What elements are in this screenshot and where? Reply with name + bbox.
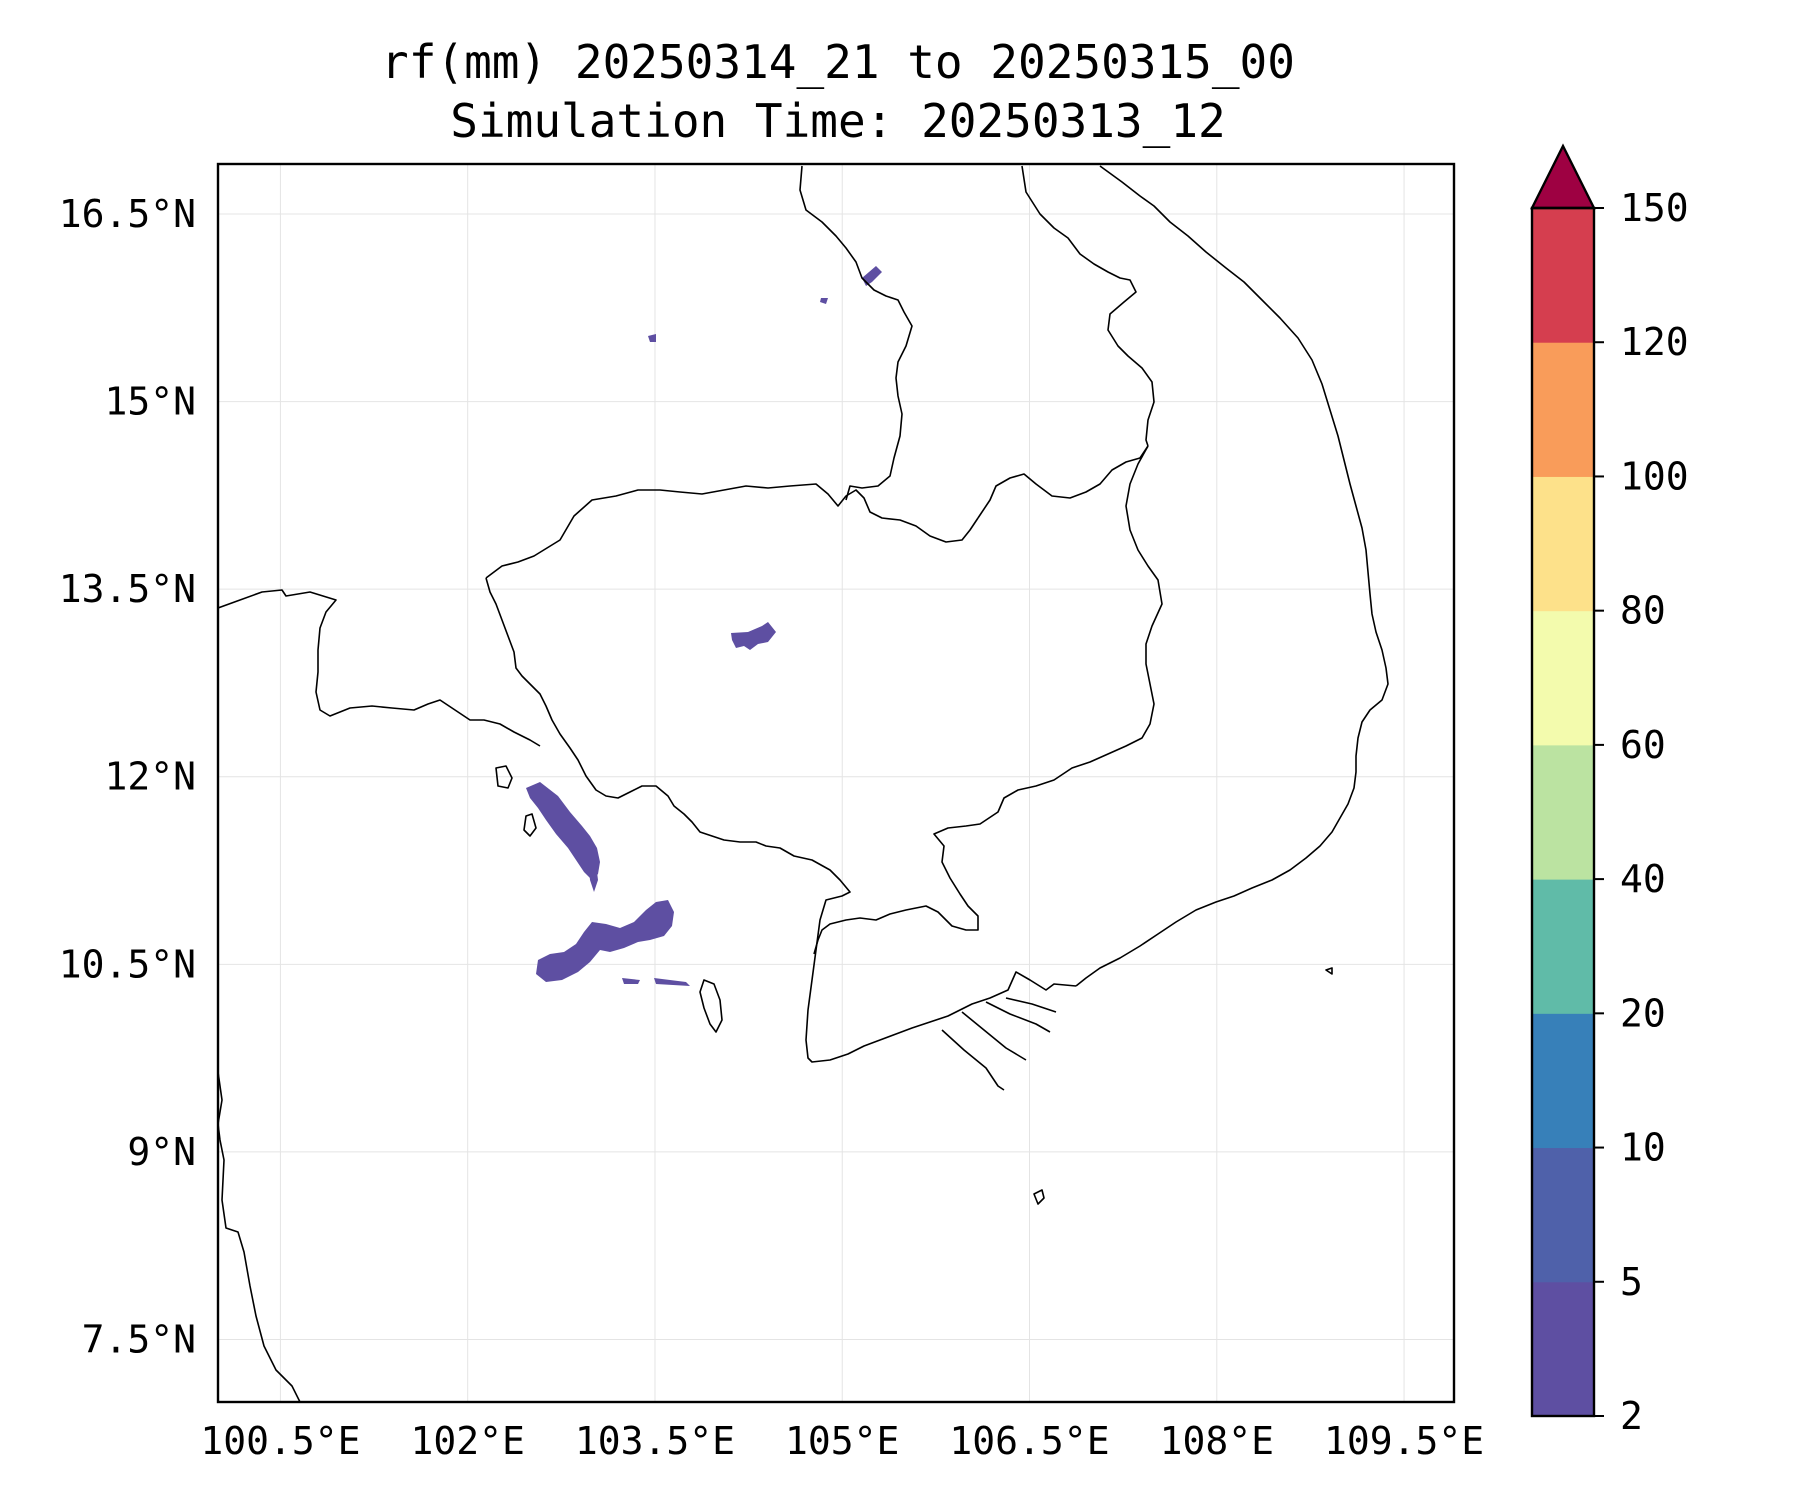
border-thailand-cambodia [485,483,979,579]
colorbar-segments [1532,208,1594,1417]
lon-tick-label: 102°E [411,1419,525,1463]
lat-tick-label: 16.5°N [59,192,196,236]
colorbar-extend-triangle [1530,143,1596,210]
lat-tick-label: 10.5°N [59,942,196,986]
colorbar-ticks: 2 5 10 20 40 60 80 100 120 150 [1594,186,1689,1438]
map-background [218,164,1454,1402]
colorbar: 2 5 10 20 40 60 80 100 120 150 [1530,143,1689,1438]
title-line-2: Simulation Time: 20250313_12 [450,94,1225,148]
lon-tick-label: 108°E [1160,1419,1274,1463]
coastline-mekong-delta [485,577,1077,1063]
coastline-koh-kong-islands [495,765,537,837]
colorbar-segment [1532,744,1594,880]
colorbar-tick-label: 100 [1620,454,1689,498]
lat-tick-label: 12°N [104,755,196,799]
border-laos-vietnam [1021,165,1155,447]
lon-tick-label: 109.5°E [1324,1419,1484,1463]
colorbar-tick-label: 60 [1620,723,1666,767]
colorbar-tick-label: 20 [1620,991,1666,1035]
map-frame [216,162,1456,1404]
colorbar-segment [1532,476,1594,612]
rainfall-areas [526,266,882,986]
colorbar-tick-label: 80 [1620,589,1666,633]
border-laos-thailand-north [799,165,913,501]
coastline-phu-quoc [699,979,723,1033]
lon-tick-label: 106.5°E [949,1419,1109,1463]
lat-tick-label: 9°N [127,1130,196,1174]
lat-tick-label: 15°N [104,380,196,424]
colorbar-segment [1532,1013,1594,1149]
coastline-mekong-mouths [941,997,1057,1091]
border-laos-cambodia [977,445,1149,519]
colorbar-tick-label: 40 [1620,857,1666,901]
gridlines [218,164,1454,1402]
colorbar-segment [1532,879,1594,1014]
border-cambodia-vietnam [813,445,1163,955]
colorbar-segment [1532,1281,1594,1417]
lon-tick-label: 103.5°E [575,1419,735,1463]
rain-area-trat-coast [526,782,600,880]
colorbar-segment [1532,342,1594,477]
coastline-gulf-thailand-west [218,589,541,747]
map-axis-ticks: 100.5°E 102°E 103.5°E 105°E 106.5°E 108°E 109.… [59,192,1484,1463]
lat-tick-label: 13.5°N [59,567,196,611]
rain-area-kampot-dots [622,978,690,986]
coastlines-borders [218,165,1389,1402]
rain-area-trat-tail [588,860,598,892]
colorbar-tick-label: 5 [1620,1260,1643,1304]
lon-tick-label: 100.5°E [200,1419,360,1463]
title-line-1: rf(mm) 20250314_21 to 20250315_00 [381,35,1295,89]
rain-area-tonle-sap-east [731,622,776,650]
lat-tick-label: 7.5°N [82,1317,196,1361]
colorbar-tick-label: 2 [1620,1394,1643,1438]
colorbar-segment [1532,1147,1594,1283]
coastline-con-dao [1033,967,1333,1205]
colorbar-tick-label: 120 [1620,320,1689,364]
lon-tick-label: 105°E [785,1419,899,1463]
colorbar-tick-label: 10 [1620,1126,1666,1170]
map-panel: 100.5°E 102°E 103.5°E 105°E 106.5°E 108°E 109.… [59,162,1484,1463]
colorbar-frame [1530,206,1596,1418]
rain-area-kampot-coast [536,900,674,982]
colorbar-segment [1532,208,1594,343]
colorbar-tick-label: 150 [1620,186,1689,230]
colorbar-segment [1532,610,1594,746]
coastline-mainland-east [1075,165,1389,987]
